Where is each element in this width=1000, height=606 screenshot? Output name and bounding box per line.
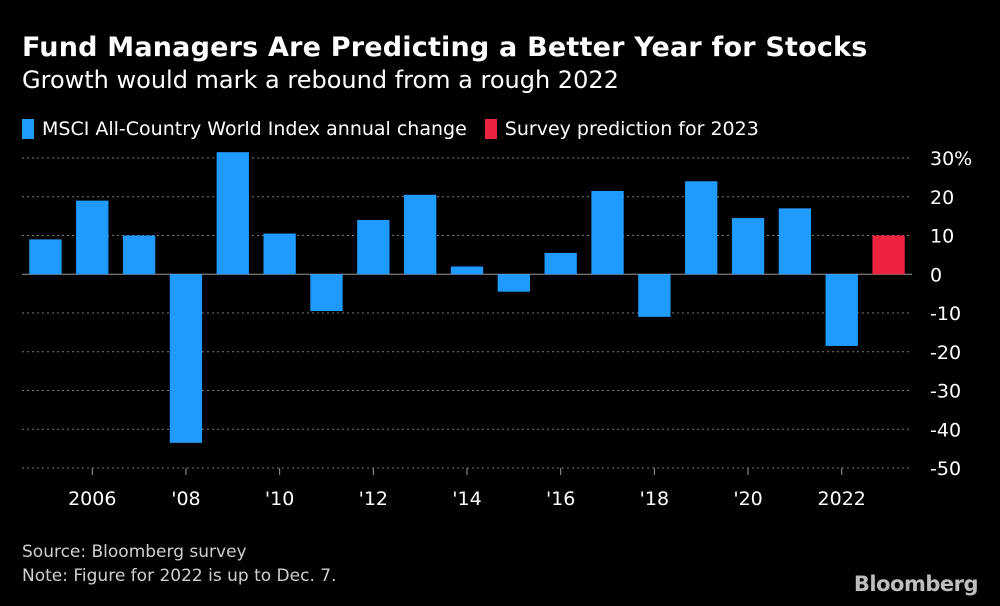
legend-label-prediction: Survey prediction for 2023 [504, 118, 759, 140]
bar-chart: 30% 20 10 0 -10 -20 -30 -40 -50 2006 '08 '10 '12 '14 '… [22, 148, 972, 510]
legend: MSCI All-Country World Index annual chan… [22, 118, 777, 140]
bar-msci-2007 [122, 235, 156, 275]
bar-msci-2006 [76, 200, 109, 275]
footnote: Note: Figure for 2022 is up to Dec. 7. [22, 566, 337, 586]
y-tick-label: 30% [930, 148, 972, 170]
legend-item-msci: MSCI All-Country World Index annual chan… [22, 118, 467, 140]
y-tick-label: 10 [930, 226, 954, 248]
bar-msci-2019 [685, 181, 718, 275]
source-note: Source: Bloomberg survey [22, 542, 247, 562]
x-tick-label: '12 [359, 488, 388, 510]
legend-item-prediction: Survey prediction for 2023 [484, 118, 759, 140]
x-tick-label: 2006 [68, 488, 116, 510]
bar-msci-2015 [497, 274, 531, 292]
bloomberg-logo: Bloomberg [853, 572, 979, 596]
x-tick-label: '08 [171, 488, 200, 510]
chart-subtitle: Growth would mark a rebound from a rough… [22, 66, 619, 94]
bar-msci-2011 [310, 274, 343, 312]
bar-msci-2016 [544, 252, 577, 275]
bar-msci-2010 [263, 233, 296, 275]
y-tick-label: -10 [930, 303, 961, 325]
bar-msci-2014 [450, 266, 484, 275]
x-tick-label: '20 [733, 488, 762, 510]
y-tick-label: -20 [930, 342, 961, 364]
bar-msci-2009 [216, 152, 249, 275]
legend-swatch-prediction [484, 119, 497, 139]
bar-msci-2021 [778, 208, 812, 275]
y-tick-label: -30 [930, 381, 961, 403]
bar-msci-2022 [825, 274, 858, 346]
bar-msci-2018 [638, 274, 671, 317]
y-tick-label: 0 [930, 264, 942, 286]
x-tick-label: '18 [640, 488, 669, 510]
bar-msci-2008 [169, 274, 203, 443]
x-tick-label: '14 [452, 488, 481, 510]
x-tick-label: '16 [546, 488, 575, 510]
y-tick-label: -40 [930, 419, 961, 441]
x-tick-label: 2022 [818, 488, 866, 510]
bar-msci-2020 [731, 218, 765, 275]
legend-swatch-msci [22, 119, 34, 139]
y-tick-label: -50 [930, 458, 961, 480]
bar-msci-2005 [29, 239, 62, 275]
x-tick-label: '10 [265, 488, 294, 510]
chart-title: Fund Managers Are Predicting a Better Ye… [22, 32, 868, 63]
bar-msci-2017 [591, 190, 624, 275]
bar-msci-2012 [357, 220, 390, 275]
bar-prediction-2023 [872, 235, 905, 275]
y-tick-label: 20 [930, 187, 954, 209]
legend-label-msci: MSCI All-Country World Index annual chan… [42, 118, 467, 140]
bar-msci-2013 [403, 194, 437, 275]
